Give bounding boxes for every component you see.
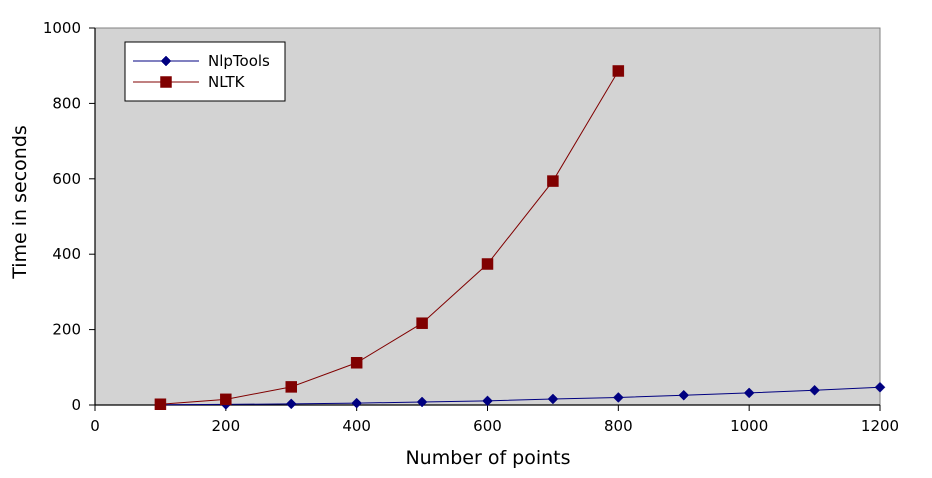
data-point-nlptools (874, 381, 886, 393)
series-line-nltk (160, 70, 619, 405)
legend-entry-nltk: NLTK (133, 73, 246, 91)
legend-marker (160, 55, 172, 67)
data-point-nltk (612, 65, 625, 77)
data-point-nltk (547, 175, 559, 187)
data-point-nltk (481, 258, 494, 270)
y-axis-title: Time in seconds (9, 125, 31, 280)
legend-entry-nlptools: NlpTools (133, 52, 270, 70)
series-layer (154, 65, 886, 411)
legend-box (124, 41, 286, 102)
y-tick-label: 800 (52, 94, 81, 112)
series-nltk (154, 65, 625, 410)
legend-label: NlpTools (208, 52, 270, 70)
y-tick-label: 400 (52, 245, 81, 263)
data-point-nlptools (547, 393, 559, 405)
y-axis-ticks: 0 200 400 600 800 1000 (43, 19, 95, 414)
y-tick-label: 1000 (43, 19, 81, 37)
data-point-nltk (154, 398, 167, 410)
y-tick-label: 600 (52, 170, 81, 188)
x-tick-label: 1000 (730, 417, 768, 435)
legend-marker (160, 76, 172, 88)
y-tick-label: 0 (71, 396, 81, 414)
x-tick-label: 800 (604, 417, 633, 435)
data-point-nltk (285, 381, 297, 393)
data-point-nlptools (743, 387, 755, 399)
data-point-nlptools (678, 389, 690, 401)
data-point-nlptools (809, 384, 820, 396)
data-point-nltk (220, 393, 232, 406)
data-point-nltk (350, 357, 363, 369)
series-line-nlptools (160, 386, 881, 406)
y-tick-label: 200 (52, 321, 81, 339)
x-axis-title: Number of points (405, 447, 570, 469)
x-tick-label: 0 (90, 417, 100, 435)
x-tick-label: 600 (473, 417, 502, 435)
data-point-nlptools (351, 397, 363, 409)
x-tick-label: 400 (342, 417, 371, 435)
data-point-nlptools (416, 396, 428, 408)
legend: NlpTools NLTK (124, 41, 286, 102)
data-point-nlptools (285, 398, 297, 410)
data-point-nltk (416, 317, 428, 329)
x-axis-ticks: 0 200 400 600 800 1000 1200 (90, 405, 899, 435)
legend-label: NLTK (208, 73, 246, 91)
data-point-nlptools (482, 395, 493, 407)
data-point-nlptools (612, 392, 624, 403)
x-tick-label: 200 (212, 417, 241, 435)
x-tick-label: 1200 (861, 417, 899, 435)
